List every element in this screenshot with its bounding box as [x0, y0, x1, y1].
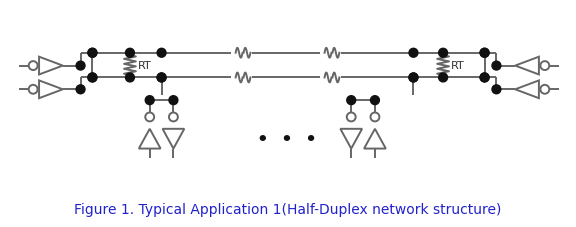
- Circle shape: [370, 96, 380, 105]
- Circle shape: [480, 74, 489, 83]
- Circle shape: [439, 74, 448, 83]
- Circle shape: [409, 74, 418, 83]
- Circle shape: [169, 96, 178, 105]
- Circle shape: [126, 49, 134, 58]
- Circle shape: [409, 49, 418, 58]
- Circle shape: [145, 113, 154, 122]
- Text: RT: RT: [451, 61, 465, 71]
- Circle shape: [347, 113, 355, 122]
- Circle shape: [540, 86, 550, 94]
- Circle shape: [157, 49, 166, 58]
- Circle shape: [145, 96, 154, 105]
- Circle shape: [409, 74, 418, 83]
- Circle shape: [480, 49, 489, 58]
- Circle shape: [29, 62, 37, 71]
- Circle shape: [157, 74, 166, 83]
- Circle shape: [157, 74, 166, 83]
- Circle shape: [480, 74, 489, 83]
- Circle shape: [492, 62, 501, 71]
- Circle shape: [88, 74, 97, 83]
- Circle shape: [126, 74, 134, 83]
- Circle shape: [169, 113, 178, 122]
- Circle shape: [480, 49, 489, 58]
- Circle shape: [370, 113, 380, 122]
- Circle shape: [540, 62, 550, 71]
- Circle shape: [88, 49, 97, 58]
- Circle shape: [347, 96, 355, 105]
- Circle shape: [439, 49, 448, 58]
- Text: Figure 1. Typical Application 1(Half-Duplex network structure): Figure 1. Typical Application 1(Half-Dup…: [74, 202, 502, 216]
- Circle shape: [76, 62, 85, 71]
- Circle shape: [29, 86, 37, 94]
- Text: •  •  •: • • •: [257, 130, 317, 148]
- Circle shape: [88, 49, 97, 58]
- Circle shape: [76, 86, 85, 94]
- Circle shape: [492, 86, 501, 94]
- Circle shape: [88, 74, 97, 83]
- Text: RT: RT: [138, 61, 151, 71]
